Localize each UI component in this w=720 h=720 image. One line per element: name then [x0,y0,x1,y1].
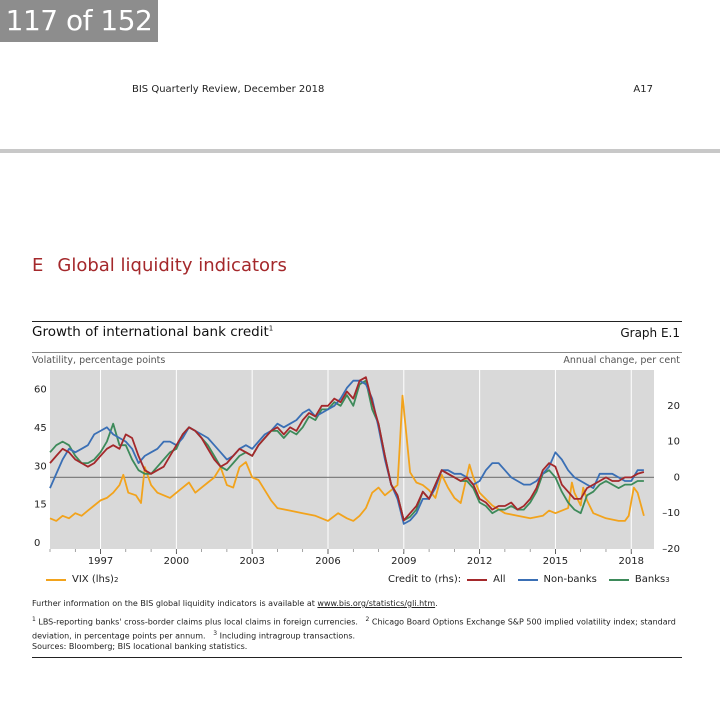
right-tick-label: –10 [662,508,680,519]
page-counter: 117 of 152 [0,0,158,42]
right-tick-label: –20 [662,544,680,555]
legend-nonbanks: Non-banks [517,574,597,585]
legend-banks-note: 3 [665,575,670,584]
legend-credit-label: Credit to (rhs): [388,574,462,585]
graph-bottom-rule [32,657,682,658]
footnote-1: LBS-reporting banks' cross-border claims… [38,617,358,627]
further-info-text: Further information on the BIS global li… [32,599,318,608]
x-tick-label: 2009 [391,556,416,567]
graph-title-footnote-mark: 1 [268,324,274,333]
running-head-publication: BIS Quarterly Review, December 2018 [132,84,325,95]
legend-banks: Banks 3 [608,574,670,585]
running-head-page: A17 [633,84,653,95]
series-vix-lhs-line [49,394,645,522]
x-tick-label: 1997 [88,556,113,567]
series-all-line [49,376,645,522]
left-tick-label: 60 [34,385,47,396]
legend-banks-swatch [608,578,629,581]
legend-credit: Credit to (rhs): All Non-banks Banks 3 [388,574,682,585]
x-tick-label: 2000 [164,556,189,567]
left-tick-label: 45 [34,423,47,434]
legend-all-swatch [467,578,488,581]
graph-header-rule [32,352,682,353]
legend-vix-note: 2 [113,575,119,584]
legend-vix-swatch [46,578,66,581]
graph-top-rule [32,321,682,322]
section-title: E Global liquidity indicators [32,255,287,276]
further-info-end: . [435,599,438,608]
legend-vix: VIX (lhs) 2 [46,574,118,585]
sources-note: Sources: Bloomberg; BIS locational banki… [32,642,248,651]
footnote-2: Chicago Board Options Exchange S&P 500 i… [32,617,676,641]
x-tick-label: 2006 [315,556,340,567]
page-divider [0,149,720,153]
right-axis-unit: Annual change, per cent [563,355,680,366]
legend-all: All [467,574,506,585]
left-tick-label: 30 [34,461,47,472]
footnote-3-mark: 3 [213,629,218,637]
x-tick-label: 2018 [619,556,644,567]
footnote-1-mark: 1 [32,616,36,623]
plot-area [50,370,654,549]
graph-id: Graph E.1 [620,326,680,340]
x-tick-label: 2012 [467,556,492,567]
legend-vix-label: VIX (lhs) [72,574,114,585]
right-tick-label: 0 [674,472,680,483]
graph-title-text: Growth of international bank credit [32,324,269,340]
x-tick-label: 2015 [543,556,568,567]
series-non-banks-line [49,379,644,525]
legend-nonbanks-swatch [517,578,538,581]
x-tick-label: 2003 [239,556,264,567]
further-info-note: Further information on the BIS global li… [32,598,682,609]
section-letter: E [32,255,44,276]
footnotes: 1 LBS-reporting banks' cross-border clai… [32,614,682,641]
footnote-3: Including intragroup transactions. [219,631,356,641]
right-tick-label: 20 [667,401,680,412]
left-tick-label: 15 [34,500,47,511]
gli-link[interactable]: www.bis.org/statistics/gli.htm [317,599,436,608]
left-tick-label: 0 [34,538,40,549]
legend-nonbanks-label: Non-banks [543,574,597,585]
legend-all-label: All [493,574,506,585]
left-axis-unit: Volatility, percentage points [32,355,166,366]
footnote-2-mark: 2 [365,616,370,623]
graph-title: Growth of international bank credit1 [32,324,273,340]
legend-banks-label: Banks [634,574,666,585]
section-title-text: Global liquidity indicators [57,255,287,276]
right-tick-label: 10 [667,437,680,448]
